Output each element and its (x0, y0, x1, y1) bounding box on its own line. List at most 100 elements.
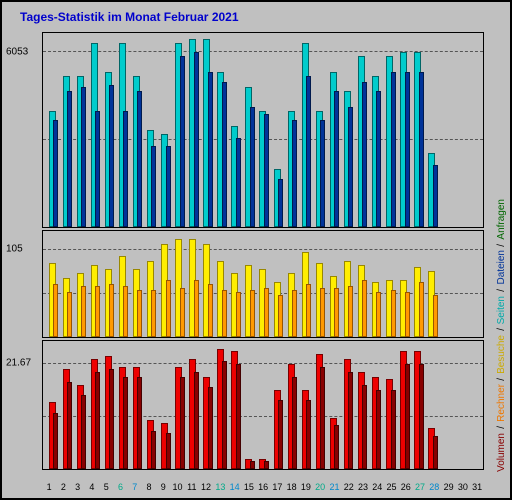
besuche-bar (334, 288, 339, 337)
besuche-bar (433, 295, 438, 337)
day-col (284, 231, 298, 337)
volumen-bar (306, 400, 311, 469)
volumen-bar (320, 367, 325, 469)
dateien-bar (194, 52, 199, 227)
day-col (59, 33, 73, 227)
x-tick: 15 (242, 482, 256, 492)
dateien-bar (222, 82, 227, 228)
day-col (383, 231, 397, 337)
volumen-bar (334, 425, 339, 469)
volumen-bar (180, 377, 185, 469)
volumen-bar (67, 382, 72, 469)
legend-anfragen: Anfragen (496, 197, 507, 242)
day-col (368, 33, 382, 227)
legend: Volumen/Rechner/Besuche/Seiten/Dateien/A… (494, 32, 508, 474)
dateien-bar (362, 82, 367, 228)
dateien-bar (433, 165, 438, 227)
volumen-bar (250, 461, 255, 469)
chart-title: Tages-Statistik im Monat Februar 2021 (20, 10, 239, 24)
day-col (186, 33, 200, 227)
legend-besuche: Besuche (496, 333, 507, 376)
x-tick: 29 (441, 482, 455, 492)
day-col (87, 231, 101, 337)
x-tick: 14 (227, 482, 241, 492)
day-col (383, 341, 397, 469)
volumen-bar (166, 433, 171, 469)
middle-panel (42, 230, 484, 338)
dateien-bar (306, 76, 311, 227)
stats-frame: Tages-Statistik im Monat Februar 2021 12… (0, 0, 512, 500)
day-col (340, 341, 354, 469)
besuche-bar (53, 284, 58, 337)
day-col (45, 231, 59, 337)
day-col (73, 341, 87, 469)
dateien-bar (166, 146, 171, 227)
day-col (200, 341, 214, 469)
besuche-bar (151, 290, 156, 337)
day-col (411, 341, 425, 469)
volumen-bar (109, 369, 114, 469)
besuche-bar (95, 286, 100, 337)
day-col (298, 231, 312, 337)
day-col (45, 33, 59, 227)
legend-seiten: Seiten (496, 294, 507, 326)
x-tick: 12 (199, 482, 213, 492)
besuche-bar (306, 284, 311, 337)
day-col (312, 341, 326, 469)
legend-separator: / (496, 326, 507, 333)
besuche-bar (348, 286, 353, 337)
day-col (143, 341, 157, 469)
volumen-bar (362, 385, 367, 469)
day-col (73, 33, 87, 227)
day-col (270, 33, 284, 227)
day-col (87, 33, 101, 227)
legend-dateien: Dateien (496, 248, 507, 286)
day-col (284, 341, 298, 469)
day-col (354, 231, 368, 337)
bottom-panel (42, 340, 484, 470)
day-col (453, 231, 467, 337)
besuche-bar (109, 284, 114, 337)
day-col (115, 33, 129, 227)
besuche-bar (180, 288, 185, 337)
day-col (439, 341, 453, 469)
volumen-bar (53, 413, 58, 469)
besuche-bar (405, 292, 410, 337)
x-tick: 21 (327, 482, 341, 492)
dateien-bar (137, 91, 142, 227)
volumen-bar (208, 387, 213, 469)
day-col (242, 231, 256, 337)
x-tick: 8 (142, 482, 156, 492)
dateien-bar (391, 72, 396, 227)
day-col (326, 231, 340, 337)
day-col (172, 33, 186, 227)
x-tick: 5 (99, 482, 113, 492)
volumen-bar (391, 390, 396, 469)
x-tick: 19 (299, 482, 313, 492)
besuche-bar (208, 284, 213, 337)
day-col (284, 33, 298, 227)
besuche-bar (67, 292, 72, 337)
day-col (158, 33, 172, 227)
besuche-bar (123, 286, 128, 337)
day-col (172, 341, 186, 469)
besuche-bar (264, 288, 269, 337)
besuche-bar (236, 292, 241, 337)
day-col (45, 341, 59, 469)
day-col (101, 231, 115, 337)
day-col (354, 33, 368, 227)
x-tick: 22 (342, 482, 356, 492)
day-col (101, 341, 115, 469)
x-tick: 28 (427, 482, 441, 492)
dateien-bar (151, 146, 156, 227)
day-col (467, 33, 481, 227)
dateien-bar (95, 111, 100, 227)
x-tick: 17 (270, 482, 284, 492)
dateien-bar (67, 91, 72, 227)
y-tick-label: 21.67 (6, 358, 31, 369)
volumen-bar (405, 364, 410, 469)
day-col (158, 231, 172, 337)
x-tick: 27 (413, 482, 427, 492)
x-tick: 2 (56, 482, 70, 492)
day-col (129, 231, 143, 337)
